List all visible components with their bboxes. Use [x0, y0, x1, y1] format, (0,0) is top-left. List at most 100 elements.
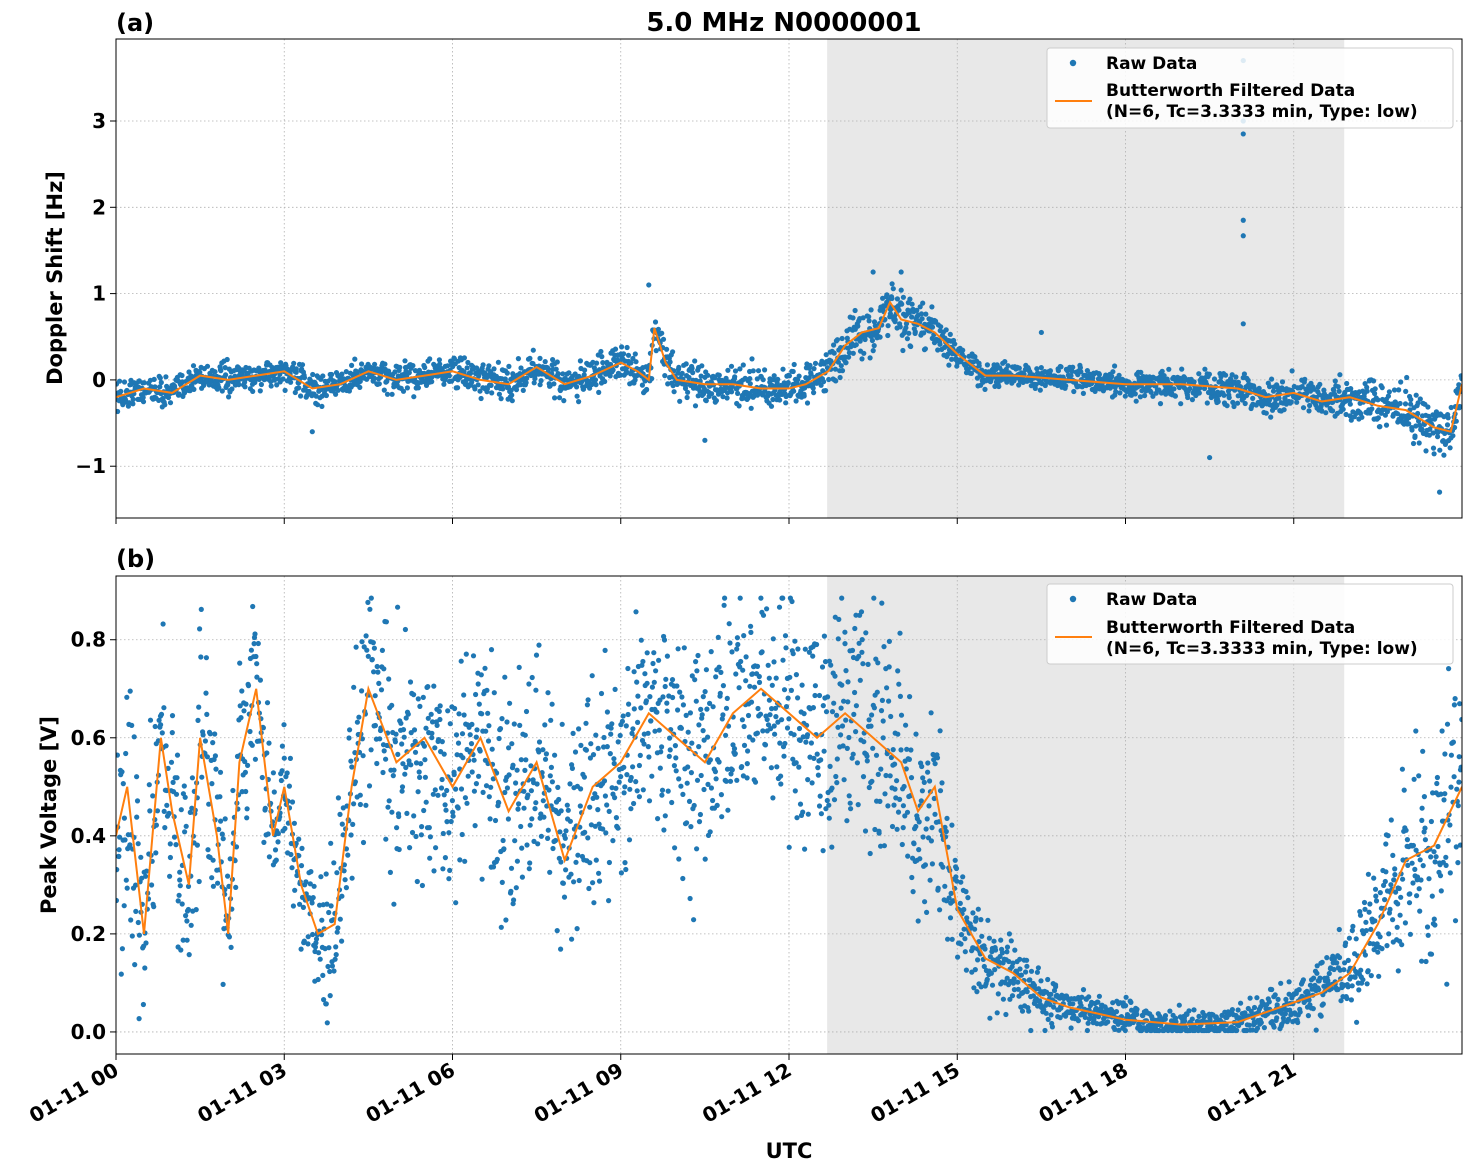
voltage-raw-point	[1307, 982, 1313, 988]
voltage-raw-point	[778, 773, 784, 779]
voltage-raw-point	[1286, 991, 1292, 997]
voltage-raw-point	[594, 794, 600, 800]
voltage-raw-point	[540, 747, 546, 753]
doppler-raw-point	[1138, 369, 1144, 375]
doppler-raw-point	[1230, 399, 1236, 405]
voltage-raw-point	[1124, 1012, 1131, 1018]
voltage-raw-point	[339, 821, 345, 827]
voltage-raw-point	[332, 956, 338, 962]
voltage-raw-point	[649, 684, 656, 690]
voltage-raw-point	[736, 685, 742, 691]
voltage-raw-point	[818, 811, 825, 817]
voltage-raw-point	[484, 687, 490, 693]
voltage-raw-point	[535, 841, 541, 847]
doppler-raw-point	[780, 366, 786, 372]
voltage-raw-point	[678, 725, 685, 731]
voltage-raw-point	[312, 944, 318, 950]
voltage-raw-point	[1010, 960, 1016, 966]
doppler-raw-point	[1331, 387, 1337, 393]
voltage-raw-point	[604, 802, 610, 808]
voltage-raw-point	[1110, 1000, 1116, 1006]
voltage-raw-point	[839, 595, 845, 601]
doppler-raw-point	[988, 376, 994, 382]
voltage-raw-point	[832, 673, 838, 679]
doppler-raw-point	[1348, 417, 1354, 423]
voltage-raw-point	[264, 700, 271, 706]
voltage-raw-point	[886, 698, 892, 704]
voltage-raw-point	[167, 873, 173, 879]
doppler-raw-point	[566, 370, 572, 376]
voltage-raw-point	[417, 774, 423, 781]
voltage-raw-point	[926, 803, 932, 809]
voltage-raw-point	[799, 682, 805, 688]
doppler-raw-point	[551, 381, 557, 387]
voltage-raw-point	[858, 609, 865, 615]
voltage-raw-point	[814, 641, 820, 648]
voltage-raw-point	[1176, 1002, 1182, 1008]
doppler-raw-point	[301, 375, 308, 381]
doppler-raw-point	[903, 321, 910, 327]
doppler-raw-point	[1225, 388, 1232, 394]
voltage-raw-point	[134, 798, 141, 804]
doppler-raw-point	[1452, 424, 1458, 431]
voltage-raw-point	[1038, 978, 1044, 984]
voltage-raw-point	[958, 879, 964, 885]
doppler-raw-point	[692, 403, 699, 409]
voltage-raw-point	[633, 609, 639, 615]
voltage-raw-point	[771, 659, 777, 665]
doppler-raw-point	[938, 324, 944, 330]
voltage-raw-point	[748, 623, 754, 629]
voltage-raw-point	[183, 913, 189, 919]
voltage-raw-point	[1024, 963, 1030, 969]
voltage-raw-point	[318, 874, 324, 880]
voltage-raw-point	[473, 691, 479, 698]
voltage-raw-point	[478, 672, 484, 678]
voltage-raw-point	[601, 734, 607, 741]
doppler-raw-point	[339, 371, 345, 377]
voltage-raw-point	[402, 771, 408, 777]
voltage-raw-point	[359, 639, 365, 645]
voltage-raw-point	[1009, 993, 1016, 999]
voltage-raw-point	[694, 777, 701, 783]
voltage-raw-point	[833, 773, 839, 780]
doppler-raw-point	[919, 316, 925, 322]
voltage-raw-point	[549, 701, 555, 707]
voltage-raw-point	[363, 633, 369, 639]
voltage-raw-point	[254, 674, 260, 680]
voltage-raw-point	[644, 680, 650, 686]
voltage-raw-point	[1007, 996, 1013, 1002]
voltage-raw-point	[124, 885, 130, 891]
doppler-raw-point	[1161, 373, 1167, 379]
voltage-raw-point	[1123, 1003, 1129, 1009]
doppler-raw-point	[165, 394, 172, 401]
voltage-raw-point	[499, 716, 505, 722]
doppler-raw-point	[1456, 382, 1462, 388]
voltage-raw-point	[896, 681, 902, 687]
doppler-raw-point	[945, 351, 951, 357]
doppler-raw-point	[446, 373, 452, 379]
doppler-raw-point	[498, 396, 504, 402]
voltage-raw-point	[681, 645, 687, 651]
voltage-raw-point	[765, 722, 772, 728]
voltage-raw-point	[552, 752, 558, 758]
voltage-raw-point	[486, 723, 492, 729]
voltage-raw-point	[198, 654, 204, 660]
voltage-raw-point	[282, 825, 288, 832]
voltage-raw-point	[379, 647, 385, 654]
voltage-raw-point	[303, 879, 309, 885]
voltage-raw-point	[321, 997, 327, 1003]
doppler-raw-point	[1235, 379, 1241, 385]
voltage-raw-point	[490, 776, 496, 782]
voltage-raw-point	[531, 838, 537, 845]
doppler-raw-point	[801, 393, 807, 399]
voltage-raw-point	[919, 788, 926, 794]
voltage-raw-point	[698, 706, 704, 713]
voltage-raw-point	[351, 684, 357, 690]
doppler-raw-point	[933, 318, 939, 324]
doppler-raw-point	[1196, 371, 1202, 377]
doppler-raw-point	[867, 355, 873, 361]
doppler-raw-point	[319, 403, 325, 409]
voltage-raw-point	[1247, 995, 1253, 1001]
voltage-raw-point	[685, 729, 691, 735]
voltage-raw-point	[700, 728, 706, 734]
